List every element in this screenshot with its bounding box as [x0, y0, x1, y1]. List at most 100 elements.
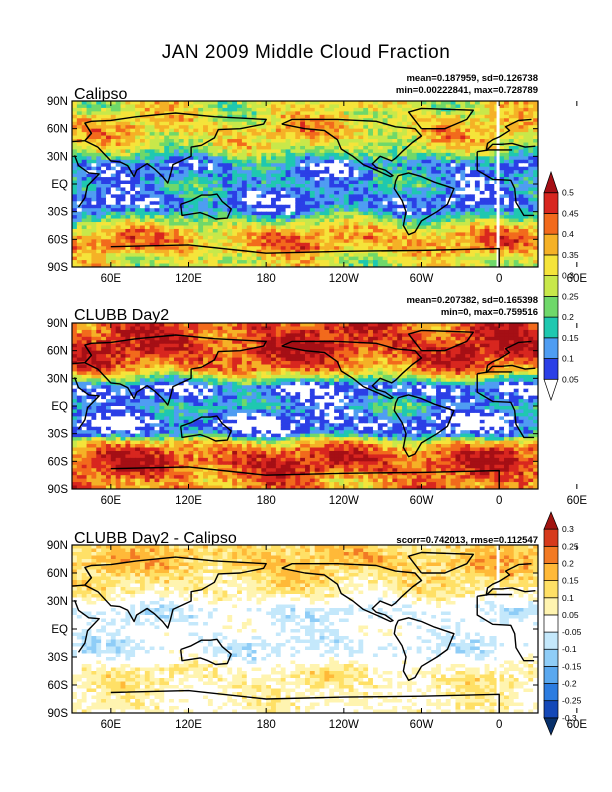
y-tick-label: EQ — [51, 179, 68, 191]
colorbar-difference: -0.3 -0.25 -0.2 -0.15 -0.1 -0.05 0.05 0.1 0.15 0.… — [543, 511, 582, 736]
coastline-samerica — [393, 172, 455, 236]
x-tick-label: 180 — [257, 495, 276, 507]
y-tick-label: 30S — [48, 652, 69, 664]
coastline-namerica — [281, 340, 423, 400]
colorbar-swatch — [543, 233, 559, 256]
colorbar-swatch — [543, 648, 559, 667]
colorbar-swatch — [543, 683, 559, 702]
y-tick-label: 30N — [47, 151, 68, 163]
colorbar-label: 0.3 — [562, 524, 574, 534]
coastline-greenland — [407, 551, 474, 574]
coastline-samerica — [393, 617, 455, 681]
colorbar-swatch — [543, 358, 559, 380]
panel-3-map: 90N 60N 30N EQ 30S 60S 90S 60E 120E 180 120W 60W 0 60… — [47, 540, 587, 731]
colorbar-label: -0.05 — [562, 627, 582, 637]
colorbar-swatch — [543, 254, 559, 276]
x-tick-label: 0 — [496, 719, 502, 731]
coastline-africa — [73, 371, 535, 439]
y-tick-label: 60S — [48, 680, 69, 692]
colorbar-swatch — [543, 378, 559, 402]
x-tick-label: 60W — [410, 719, 434, 731]
coastline-asia — [84, 112, 267, 184]
colorbar-label: 0.2 — [562, 312, 574, 322]
panel-3-title: CLUBB Day2 - Calipso — [74, 530, 237, 547]
colorbar-swatch — [543, 528, 559, 547]
y-tick-label: 90N — [47, 540, 68, 552]
x-tick-label: 60E — [101, 495, 122, 507]
colorbar-swatch — [543, 580, 559, 599]
coastline-samerica — [393, 394, 455, 458]
x-tick-label: 120W — [329, 495, 359, 507]
colorbar-label: -0.3 — [562, 713, 577, 723]
colorbar-swatch — [543, 666, 559, 684]
y-tick-label: 60S — [48, 234, 69, 246]
colorbar-swatch — [543, 192, 559, 214]
colorbar-label: -0.15 — [562, 661, 582, 671]
y-tick-label: EQ — [51, 624, 68, 636]
y-tick-label: 60N — [47, 346, 68, 358]
colorbar-label: 0.15 — [562, 576, 579, 586]
x-tick-label: 60E — [567, 495, 588, 507]
panel-1-field — [72, 101, 538, 267]
panel-2: CLUBB Day2 mean=0.207382, sd=0.165398 mi… — [47, 295, 587, 507]
coastline-namerica — [281, 118, 423, 178]
y-tick-label: 90N — [47, 96, 68, 108]
x-tick-label: 60E — [101, 273, 122, 285]
colorbar-label: 0.35 — [562, 250, 579, 260]
colorbar-label: 0.3 — [562, 271, 574, 281]
panel-3-coastlines — [72, 551, 536, 713]
panel-3-field — [72, 545, 538, 713]
x-tick-label: 120E — [175, 273, 202, 285]
colorbar-label: -0.25 — [562, 696, 582, 706]
colorbar-swatch — [543, 631, 559, 650]
colorbar-swatch — [543, 717, 559, 736]
coastline-greenland — [407, 329, 474, 352]
colorbar-label: 0.5 — [562, 188, 574, 198]
panel-3-stats-line1: scorr=0.742013, rmse=0.112547 — [396, 535, 538, 546]
panel-1-title: Calipso — [74, 86, 127, 103]
coastline-asia — [84, 334, 267, 406]
colorbar-label: 0.15 — [562, 333, 579, 343]
colorbar-swatch — [543, 545, 559, 564]
colorbar-label: 0.4 — [562, 229, 574, 239]
x-tick-label: 60E — [567, 273, 588, 285]
panel-2-field — [72, 323, 538, 489]
colorbar-label: -0.2 — [562, 679, 577, 689]
panel-2-stats-line2: min=0, max=0.759516 — [441, 307, 538, 318]
colorbar-swatch — [543, 337, 559, 359]
colorbar-swatch — [543, 700, 559, 719]
x-tick-label: 60E — [567, 719, 588, 731]
y-tick-label: 60N — [47, 124, 68, 136]
coastline-australia — [180, 193, 232, 220]
y-tick-label: 90N — [47, 318, 68, 330]
panel-2-title: CLUBB Day2 — [74, 307, 169, 324]
y-tick-label: 60N — [47, 568, 68, 580]
coastline-greenland — [407, 107, 474, 130]
colorbar-label: 0.25 — [562, 291, 579, 301]
colorbar-swatch — [543, 511, 559, 530]
y-tick-label: 90S — [48, 484, 69, 496]
coastline-australia — [180, 415, 232, 442]
panel-2-stats-line1: mean=0.207382, sd=0.165398 — [406, 295, 538, 306]
y-tick-label: 30N — [47, 373, 68, 385]
colorbar-swatch — [543, 213, 559, 235]
colorbar-swatch — [543, 563, 559, 581]
x-tick-label: 180 — [257, 719, 276, 731]
x-tick-label: 120E — [175, 719, 202, 731]
x-tick-label: 0 — [496, 495, 502, 507]
colorbar-label: 0.1 — [562, 354, 574, 364]
y-tick-label: 30N — [47, 596, 68, 608]
x-tick-label: 60E — [101, 719, 122, 731]
x-tick-label: 120W — [329, 273, 359, 285]
y-tick-label: 90S — [48, 262, 69, 274]
panel-2-coastlines — [72, 329, 536, 489]
y-tick-label: EQ — [51, 401, 68, 413]
colorbar-label: 0.2 — [562, 558, 574, 568]
colorbar-label: 0.1 — [562, 593, 574, 603]
panel-3: CLUBB Day2 - Calipso scorr=0.742013, rms… — [47, 530, 587, 731]
colorbar-label: 0.25 — [562, 541, 579, 551]
y-tick-label: 60S — [48, 456, 69, 468]
colorbar-label: 0.05 — [562, 610, 579, 620]
colorbar-label: 0.05 — [562, 374, 579, 384]
